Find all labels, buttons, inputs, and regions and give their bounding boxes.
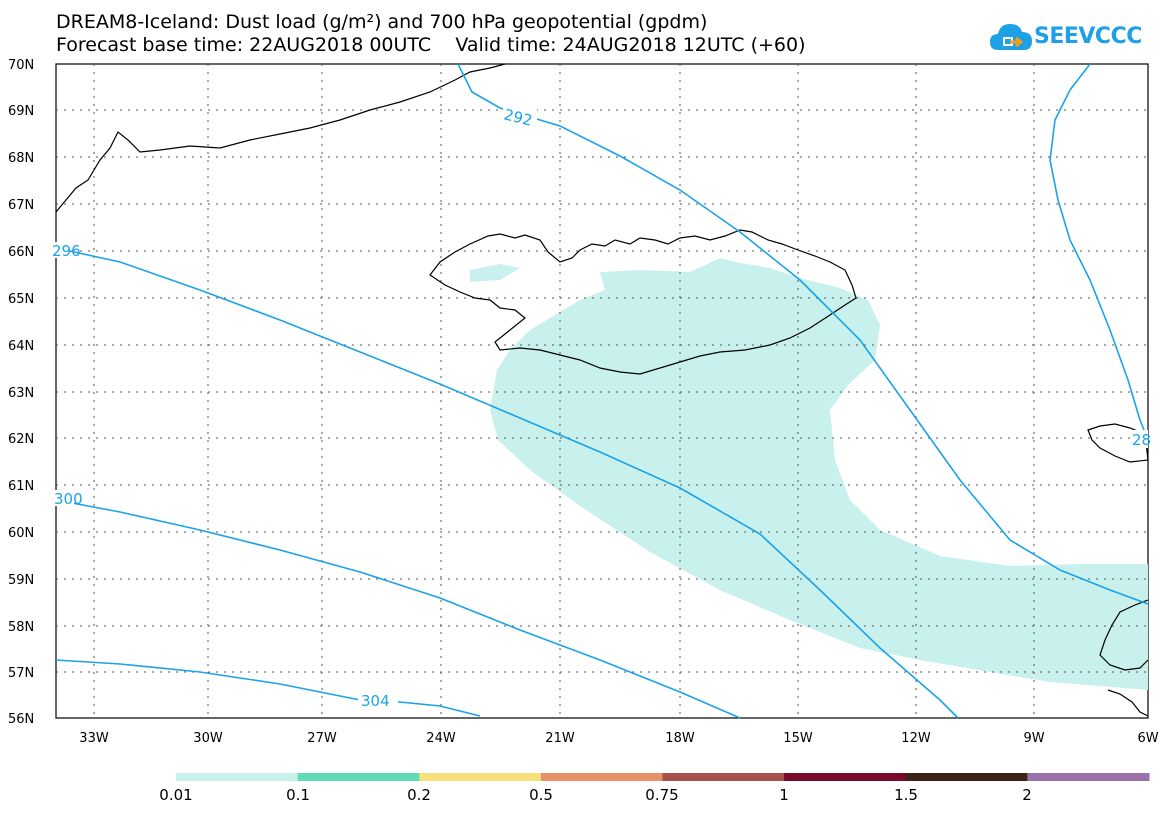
lon-label: 30W: [193, 731, 223, 746]
dust-load-area: [490, 258, 1148, 690]
lon-label: 18W: [665, 731, 695, 746]
lon-label: 12W: [901, 731, 931, 746]
lat-label: 68N: [8, 151, 34, 166]
lat-label: 61N: [8, 479, 34, 494]
dust-load-area-north: [470, 264, 520, 282]
longitude-labels: 33W 30W 27W 24W 21W 18W 15W 12W 9W 6W: [79, 731, 1158, 746]
contour-label-bg: [1130, 430, 1148, 448]
colorbar-label: 1.5: [894, 786, 918, 804]
lat-label: 64N: [8, 339, 34, 354]
lat-label: 67N: [8, 198, 34, 213]
lat-label: 62N: [8, 432, 34, 447]
seevccc-logo: SEEVCCC: [988, 18, 1148, 58]
contour-label-bg: [48, 242, 70, 258]
colorbar-label: 0.1: [286, 786, 310, 804]
lon-label: 33W: [79, 731, 109, 746]
lat-label: 63N: [8, 386, 34, 401]
faroe-islands-coast: [1087, 423, 1149, 463]
cloud-icon: [990, 24, 1032, 50]
contour-296: [55, 247, 959, 719]
contour-label-bg: [48, 490, 74, 506]
lat-label: 59N: [8, 573, 34, 588]
lon-label: 21W: [545, 731, 575, 746]
colorbar-swatch: [540, 773, 663, 781]
contour-300: [55, 499, 741, 719]
lat-label: 70N: [8, 58, 34, 73]
colorbar-swatch: [1027, 773, 1150, 781]
contour-304: [55, 659, 481, 717]
logo-text: SEEVCCC: [1034, 24, 1142, 49]
colorbar: [176, 773, 1150, 781]
greenland-coast: [55, 63, 506, 213]
iceland-coast: [429, 229, 857, 375]
colorbar-swatch: [419, 773, 542, 781]
contour-label-300: 300: [54, 490, 83, 508]
graticule: [56, 64, 1148, 718]
contour-label-304: 304: [361, 692, 390, 710]
lat-label: 69N: [8, 104, 34, 119]
lat-label: 66N: [8, 245, 34, 260]
contour-label-28x: 28: [1132, 431, 1151, 449]
lat-label: 56N: [8, 712, 34, 727]
hebrides-coast: [1107, 689, 1149, 717]
colorbar-label: 1: [779, 786, 789, 804]
latitude-labels: 70N 69N 68N 67N 66N 65N 64N 63N 62N 61N …: [8, 58, 34, 727]
colorbar-label: 0.2: [407, 786, 431, 804]
colorbar-swatch: [176, 773, 299, 781]
colorbar-swatch: [297, 773, 420, 781]
colorbar-label: 0.75: [645, 786, 679, 804]
lon-label: 9W: [1023, 731, 1044, 746]
lon-label: 15W: [783, 731, 813, 746]
contour-label-bg: [358, 692, 398, 710]
scotland-coast: [1099, 599, 1149, 671]
colorbar-label: 0.01: [159, 786, 193, 804]
contour-label-296: 296: [52, 242, 81, 260]
colorbar-label: 2: [1022, 786, 1032, 804]
coastlines: [55, 63, 1149, 717]
map-title: DREAM8-Iceland: Dust load (g/m²) and 700…: [56, 11, 708, 33]
contour-28x: [1049, 63, 1149, 441]
lon-label: 27W: [307, 731, 337, 746]
forecast-time-subtitle: Forecast base time: 22AUG2018 00UTC Vali…: [56, 34, 806, 56]
colorbar-swatch: [784, 773, 907, 781]
lat-label: 58N: [8, 620, 34, 635]
lat-label: 60N: [8, 526, 34, 541]
colorbar-label: 0.5: [529, 786, 553, 804]
lat-label: 57N: [8, 666, 34, 681]
lon-label: 24W: [426, 731, 456, 746]
contour-label-bg: [503, 108, 537, 126]
lon-label: 6W: [1137, 731, 1158, 746]
colorbar-swatch: [905, 773, 1028, 781]
lat-label: 65N: [8, 292, 34, 307]
colorbar-swatch: [662, 773, 785, 781]
